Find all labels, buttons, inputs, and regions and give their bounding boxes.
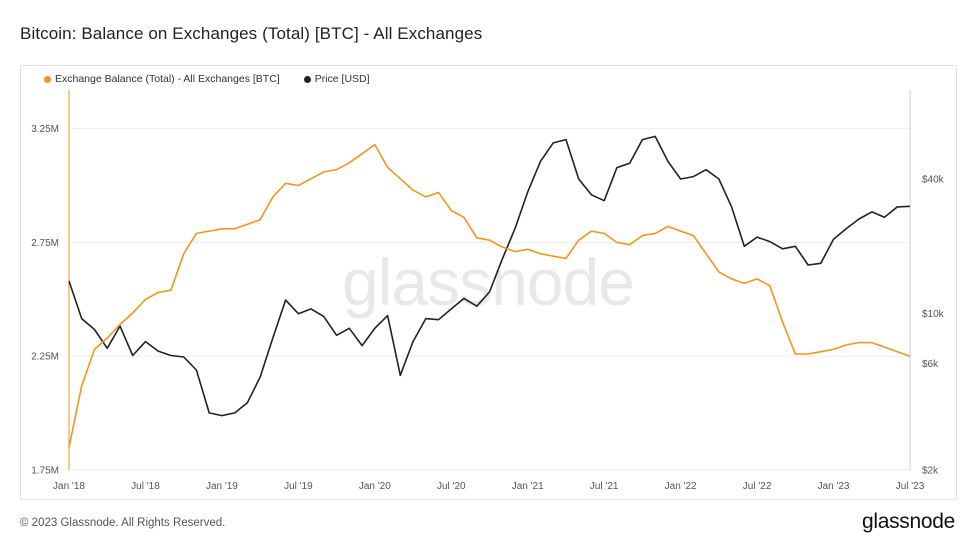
legend-label-price: Price [USD] bbox=[314, 73, 370, 85]
x-tick-label: Jan '19 bbox=[206, 481, 238, 492]
legend-dot-price bbox=[303, 75, 311, 83]
chart-legend: Exchange Balance (Total) - All Exchanges… bbox=[44, 73, 370, 85]
x-tick-label: Jul '23 bbox=[896, 481, 925, 492]
left-tick-label: 3.25M bbox=[31, 124, 59, 135]
legend-item-price[interactable]: Price [USD] bbox=[303, 73, 370, 85]
x-tick-label: Jan '20 bbox=[359, 481, 391, 492]
watermark: glassnode bbox=[342, 245, 634, 319]
x-tick-label: Jul '18 bbox=[131, 481, 160, 492]
series-line-price bbox=[68, 135, 911, 417]
x-tick-label: Jul '19 bbox=[284, 481, 313, 492]
x-tick-label: Jan '18 bbox=[53, 481, 85, 492]
right-axis-ticks: $2k $6k $10k $40k bbox=[922, 175, 945, 477]
legend-dot-balance bbox=[44, 75, 51, 83]
left-tick-label: 2.25M bbox=[31, 352, 59, 363]
left-tick-label: 1.75M bbox=[31, 466, 59, 477]
right-tick-label: $2k bbox=[922, 466, 939, 477]
brand-logo: glassnode bbox=[861, 510, 955, 533]
x-tick-label: Jan '23 bbox=[818, 481, 850, 492]
series-line-balance bbox=[68, 143, 911, 448]
right-tick-label: $6k bbox=[922, 359, 939, 370]
left-tick-label: 2.75M bbox=[31, 238, 59, 249]
left-axis-ticks: 1.75M 2.25M 2.75M 3.25M bbox=[31, 124, 59, 476]
x-tick-label: Jul '21 bbox=[590, 481, 619, 492]
x-tick-label: Jul '22 bbox=[743, 481, 772, 492]
legend-item-balance[interactable]: Exchange Balance (Total) - All Exchanges… bbox=[44, 73, 280, 85]
right-tick-label: $10k bbox=[922, 309, 945, 320]
x-tick-label: Jan '21 bbox=[512, 481, 544, 492]
x-tick-label: Jul '20 bbox=[437, 481, 466, 492]
right-tick-label: $40k bbox=[922, 175, 945, 186]
legend-label-balance: Exchange Balance (Total) - All Exchanges… bbox=[55, 73, 280, 85]
copyright-text: © 2023 Glassnode. All Rights Reserved. bbox=[20, 517, 226, 529]
page-title: Bitcoin: Balance on Exchanges (Total) [B… bbox=[20, 24, 483, 43]
x-tick-label: Jan '22 bbox=[665, 481, 697, 492]
x-axis-ticks: Jan '18 Jul '18 Jan '19 Jul '19 Jan '20 Jul '… bbox=[53, 481, 925, 492]
chart-card bbox=[20, 65, 957, 500]
